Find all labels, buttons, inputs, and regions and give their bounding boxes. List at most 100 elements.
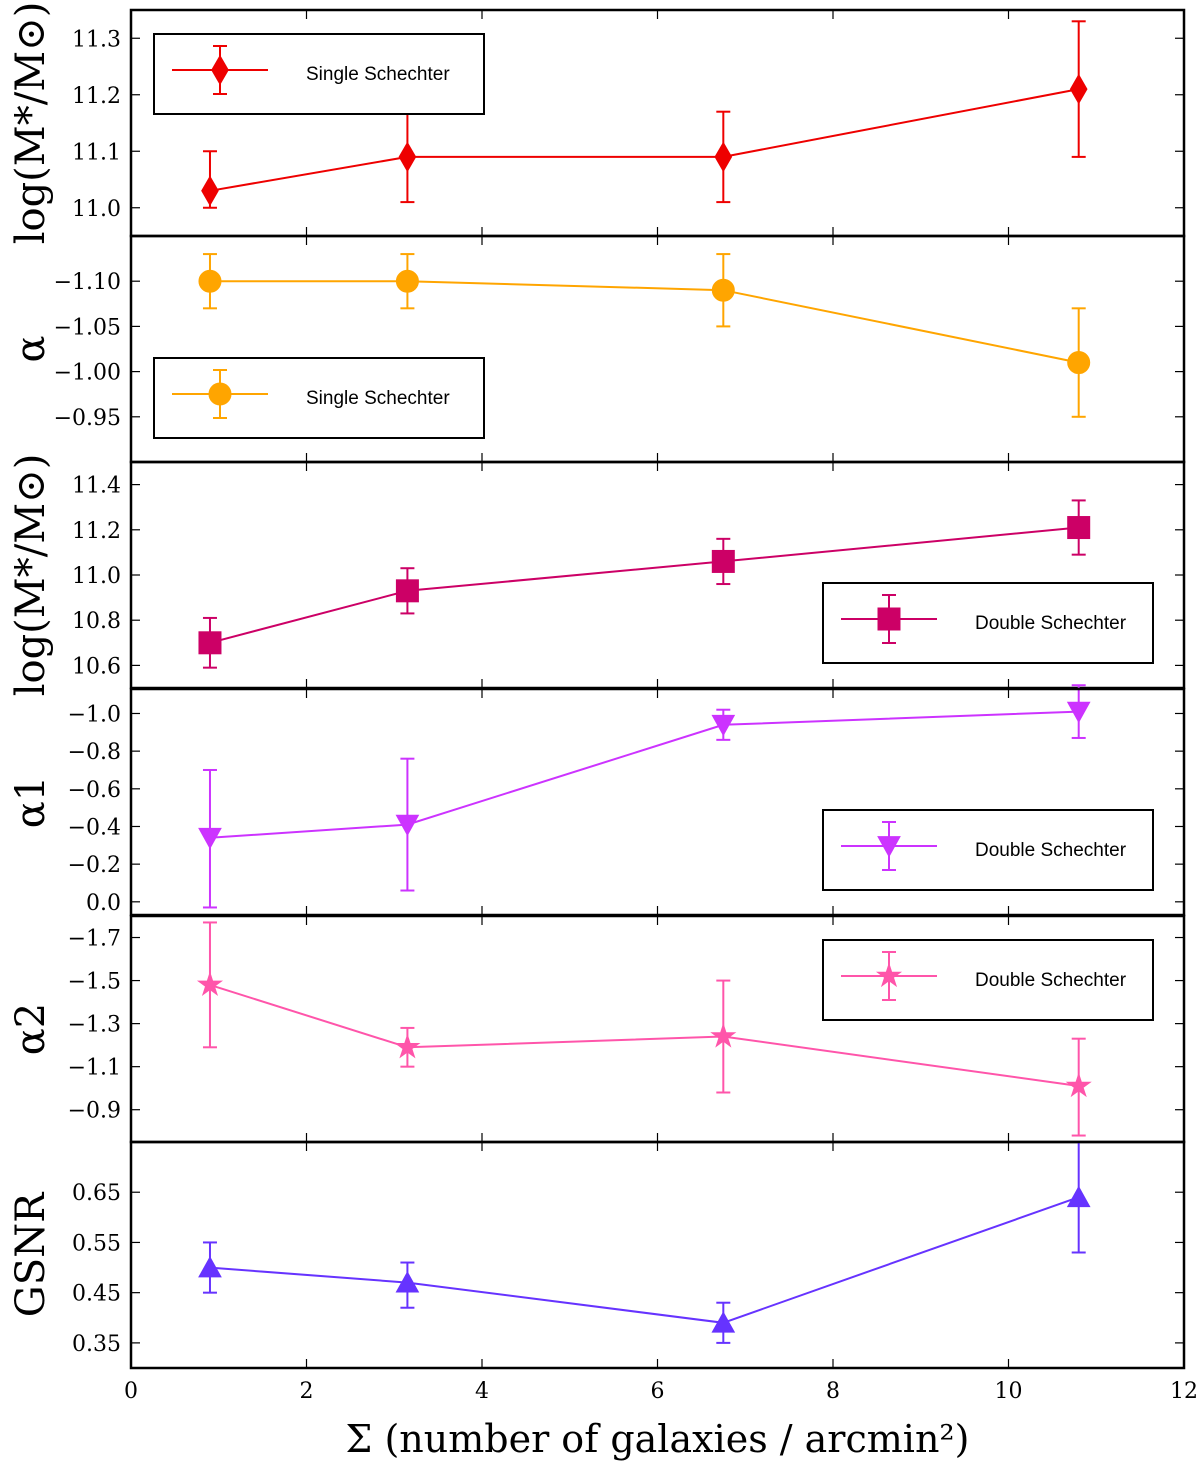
- series-line: [209, 983, 1079, 1087]
- x-tick-label: 2: [300, 1379, 314, 1404]
- legend-box: [822, 939, 1154, 1021]
- legend: Single Schechter: [153, 357, 485, 439]
- data-point: [395, 579, 419, 603]
- y-tick-label: 0.0: [86, 891, 121, 916]
- data-point: [1066, 1185, 1091, 1208]
- y-tick-label: 11.1: [72, 140, 121, 165]
- y-tick-label: −0.8: [68, 740, 121, 765]
- y-tick-label: 11.3: [72, 27, 121, 52]
- y-tick-label: −1.10: [54, 270, 121, 295]
- series-line: [209, 88, 1079, 192]
- y-tick-label: 0.55: [72, 1231, 121, 1256]
- legend-box: [822, 582, 1154, 664]
- series-line: [209, 1196, 1080, 1324]
- data-point: [198, 1256, 222, 1278]
- y-tick-label: −1.05: [54, 315, 121, 340]
- y-tick-label: 11.0: [72, 197, 121, 222]
- series-line: [209, 526, 1079, 644]
- x-tick-label: 0: [124, 1379, 138, 1404]
- y-tick-label: −0.9: [68, 1099, 121, 1124]
- y-axis-label: α2: [8, 1003, 54, 1055]
- data-point: [198, 269, 222, 293]
- data-point: [398, 141, 417, 173]
- data-point: [711, 278, 735, 302]
- data-point: [198, 631, 222, 655]
- y-axis-label: GSNR: [8, 1191, 54, 1317]
- data-point: [395, 814, 420, 837]
- data-point: [395, 1271, 420, 1293]
- x-axis-label: Σ (number of galaxies / arcmin²): [346, 1417, 970, 1461]
- legend: Single Schechter: [153, 33, 485, 115]
- x-tick-label: 4: [475, 1379, 489, 1404]
- y-tick-label: −1.3: [68, 1013, 121, 1038]
- data-point: [710, 1022, 737, 1048]
- y-tick-label: −1.1: [68, 1056, 121, 1081]
- y-tick-label: 11.2: [72, 519, 121, 544]
- legend-label: Single Schechter: [306, 64, 450, 85]
- x-tick-label: 8: [826, 1379, 840, 1404]
- data-point: [1067, 351, 1091, 375]
- y-tick-label: −0.6: [68, 778, 121, 803]
- data-point: [394, 1033, 421, 1059]
- y-tick-label: −0.4: [68, 815, 121, 840]
- y-tick-label: 11.2: [72, 84, 121, 109]
- legend-label: Single Schechter: [306, 388, 450, 409]
- y-axis-label: log(M*/M⊙): [8, 454, 54, 697]
- x-tick-label: 6: [651, 1379, 665, 1404]
- data-point: [1066, 701, 1091, 724]
- data-point: [198, 827, 222, 850]
- y-tick-label: −0.95: [54, 406, 121, 431]
- legend-marker: [877, 836, 901, 858]
- data-point: [1065, 1072, 1092, 1098]
- y-tick-label: 11.0: [72, 564, 121, 589]
- legend-marker: [877, 607, 901, 631]
- panel-6: 0.35 0.45 0.55 0.65 GSNR: [8, 1140, 1186, 1370]
- x-tick-label: 10: [995, 1379, 1023, 1404]
- series-line: [210, 280, 1079, 364]
- panel-3: 10.6 10.8 11.0 11.2 11.4 log(M*/M⊙) Double Sch…: [8, 454, 1186, 697]
- legend-label: Double Schechter: [975, 840, 1127, 861]
- legend-marker: [875, 962, 903, 988]
- x-tick-label: 12: [1170, 1379, 1198, 1404]
- data-point: [201, 175, 219, 207]
- y-tick-label: 0.35: [72, 1332, 121, 1357]
- panel-5: −0.9 −1.1 −1.3 −1.5 −1.7 α2 Double Schechter: [8, 914, 1186, 1144]
- y-tick-label: −1.0: [68, 702, 121, 727]
- y-tick-label: −1.00: [54, 361, 121, 386]
- y-tick-label: −1.7: [68, 927, 121, 952]
- legend-label: Double Schechter: [975, 613, 1127, 634]
- legend: Double Schechter: [822, 582, 1154, 664]
- panel-4: 0.0 −0.2 −0.4 −0.6 −0.8 −1.0 α1 Double Schechte…: [8, 684, 1186, 917]
- y-tick-label: 0.65: [72, 1181, 121, 1206]
- y-axis-label: log(M*/M⊙): [8, 2, 54, 245]
- y-axis-label: α1: [8, 776, 54, 828]
- data-point: [714, 141, 733, 173]
- data-point: [711, 1311, 736, 1333]
- legend-marker: [208, 382, 232, 406]
- panel-2: −0.95 −1.00 −1.05 −1.10 α Single Schechter: [8, 234, 1186, 464]
- panel-frame: [129, 1140, 1186, 1370]
- y-tick-label: 10.8: [72, 609, 121, 634]
- legend: Double Schechter: [822, 939, 1154, 1021]
- data-point: [196, 971, 224, 996]
- y-tick-label: −0.2: [68, 853, 121, 878]
- y-tick-label: 10.6: [72, 654, 121, 679]
- data-point: [1069, 73, 1088, 105]
- y-axis-label: α: [8, 335, 54, 362]
- data-point: [395, 269, 419, 293]
- legend-box: [153, 357, 485, 439]
- legend: Double Schechter: [822, 809, 1154, 891]
- legend-box: [153, 33, 485, 115]
- legend-marker: [211, 54, 229, 86]
- series-line: [209, 710, 1079, 839]
- y-tick-label: 0.45: [72, 1282, 121, 1307]
- legend-box: [822, 809, 1154, 891]
- y-tick-label: −1.5: [68, 970, 121, 995]
- data-point: [711, 549, 735, 573]
- y-tick-label: 11.4: [72, 474, 121, 499]
- legend-label: Double Schechter: [975, 970, 1127, 991]
- panel-1: 11.0 11.1 11.2 11.3 log(M*/M⊙) Single Schecht…: [8, 2, 1186, 245]
- data-point: [711, 714, 736, 737]
- data-point: [1067, 516, 1091, 540]
